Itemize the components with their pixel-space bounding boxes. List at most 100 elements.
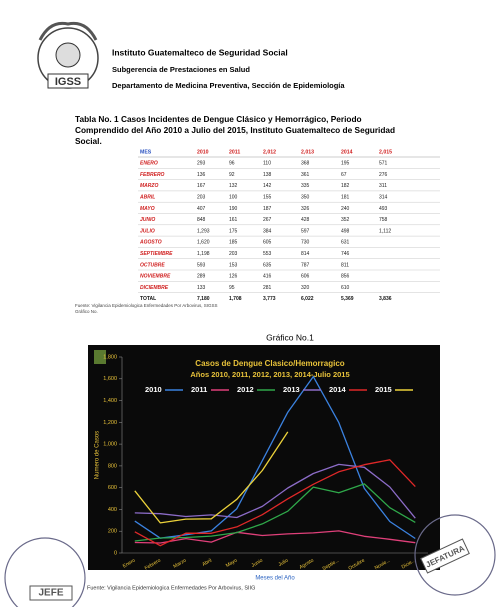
cell: 493 (379, 206, 388, 212)
row-label: OCTUBRE (140, 262, 165, 268)
y-tick-label: 1,000 (103, 442, 117, 448)
cell: 352 (341, 217, 350, 223)
row-label: MAYO (140, 206, 155, 212)
cell: 428 (301, 217, 310, 223)
cell: 289 (197, 274, 206, 280)
total-cell: 6,022 (301, 296, 314, 302)
y-tick-label: 1,600 (103, 376, 117, 382)
y-tick-label: 0 (114, 550, 117, 556)
column-header: 2011 (229, 149, 240, 155)
cell: 635 (263, 262, 272, 268)
cell: 730 (301, 240, 310, 246)
cell: 161 (229, 217, 238, 223)
cell: 631 (341, 240, 350, 246)
column-header: MES (140, 149, 152, 155)
cell: 1,293 (197, 228, 210, 234)
logo-band (47, 73, 89, 89)
chart-source: Fuente: Vigilancia Epidemiologica Enferm… (87, 585, 255, 591)
cell: 195 (341, 161, 350, 167)
cell: 142 (263, 183, 272, 189)
cell: 167 (197, 183, 206, 189)
cell: 368 (301, 161, 310, 167)
cell: 311 (379, 183, 387, 189)
x-tick-label: Mayo (225, 558, 239, 569)
cell: 187 (263, 206, 272, 212)
legend-label: 2015 (375, 385, 392, 394)
row-label: AGOSTO (139, 240, 162, 246)
header-line: Departamento de Medicina Preventiva, Sec… (112, 81, 345, 90)
cell: 185 (229, 240, 238, 246)
cell: 182 (341, 183, 350, 189)
chart-title: Casos de Dengue Clasico/Hemorragico (195, 359, 344, 368)
cell: 361 (301, 172, 310, 178)
cell: 593 (197, 262, 206, 268)
legend-label: 2014 (329, 385, 347, 394)
table-title: Social. (75, 136, 102, 146)
table-title: Comprendido del Año 2010 a Julio del 201… (75, 125, 395, 135)
series-line (134, 459, 416, 547)
series-line (134, 483, 416, 542)
cell: 110 (263, 161, 271, 167)
logo-text: IGSS (55, 76, 81, 88)
stamp-ring (414, 514, 496, 596)
table-note: Gráfico No. (75, 309, 98, 314)
column-header: 2014 (341, 149, 353, 155)
cell: 606 (301, 274, 310, 280)
row-label: DICIEMBRE (140, 285, 169, 291)
cell: 811 (341, 262, 349, 268)
cell: 293 (197, 161, 206, 167)
row-label: NOVIEMBRE (140, 274, 171, 280)
cell: 1,620 (197, 240, 210, 246)
cell: 67 (341, 172, 347, 178)
cell: 407 (197, 206, 206, 212)
cell: 326 (301, 206, 310, 212)
cell: 498 (341, 228, 350, 234)
cell: 1,198 (197, 251, 210, 257)
cell: 605 (263, 240, 272, 246)
cell: 276 (379, 172, 388, 178)
cell: 203 (229, 251, 238, 257)
x-tick-label: Julio (277, 558, 289, 568)
x-axis-label: Meses del Año (255, 576, 295, 582)
cell: 1,112 (379, 228, 391, 234)
y-tick-label: 400 (108, 507, 117, 513)
cell: 132 (229, 183, 238, 189)
table: MES 2010 2011 2,012 2,013 2014 2,015 ENERO 293 96… (138, 149, 440, 302)
cell: 126 (229, 274, 238, 280)
cell: 553 (263, 251, 272, 257)
y-tick-label: 1,800 (103, 354, 117, 360)
total-cell: 5,369 (341, 296, 354, 302)
total-label: TOTAL (140, 296, 156, 302)
chart-subtitle: Años 2010, 2011, 2012, 2013, 2014-Julio … (190, 370, 349, 379)
logo-figure (55, 42, 81, 68)
row-label: JUNIO (140, 217, 155, 223)
legend-label: 2010 (145, 385, 162, 394)
stamp-ring (4, 537, 86, 607)
cell: 175 (229, 228, 238, 234)
series-line (134, 530, 416, 544)
cell: 814 (301, 251, 310, 257)
cell: 155 (263, 195, 272, 201)
cell: 267 (263, 217, 272, 223)
row-label: JULIO (140, 228, 155, 234)
cell: 597 (301, 228, 310, 234)
y-tick-label: 1,400 (103, 398, 117, 404)
column-header: 2,012 (263, 149, 276, 155)
total-cell: 1,708 (229, 296, 242, 302)
row-label: ENERO (140, 161, 158, 167)
cell: 350 (301, 195, 310, 201)
chart-logo (94, 350, 106, 364)
legend-label: 2013 (283, 385, 300, 394)
header-line: Instituto Guatemalteco de Seguridad Soci… (112, 47, 288, 57)
header-line: Subgerencia de Prestaciones en Salud (112, 65, 250, 74)
stamp: JEFE (4, 537, 86, 607)
cell: 203 (197, 195, 206, 201)
stamp-box (29, 585, 73, 601)
cell: 787 (301, 262, 310, 268)
y-tick-label: 200 (108, 529, 117, 535)
cell: 571 (379, 161, 388, 167)
cell: 138 (263, 172, 272, 178)
logo: IGSS (37, 21, 99, 89)
cell: 384 (263, 228, 272, 234)
stamp-box (420, 538, 470, 574)
